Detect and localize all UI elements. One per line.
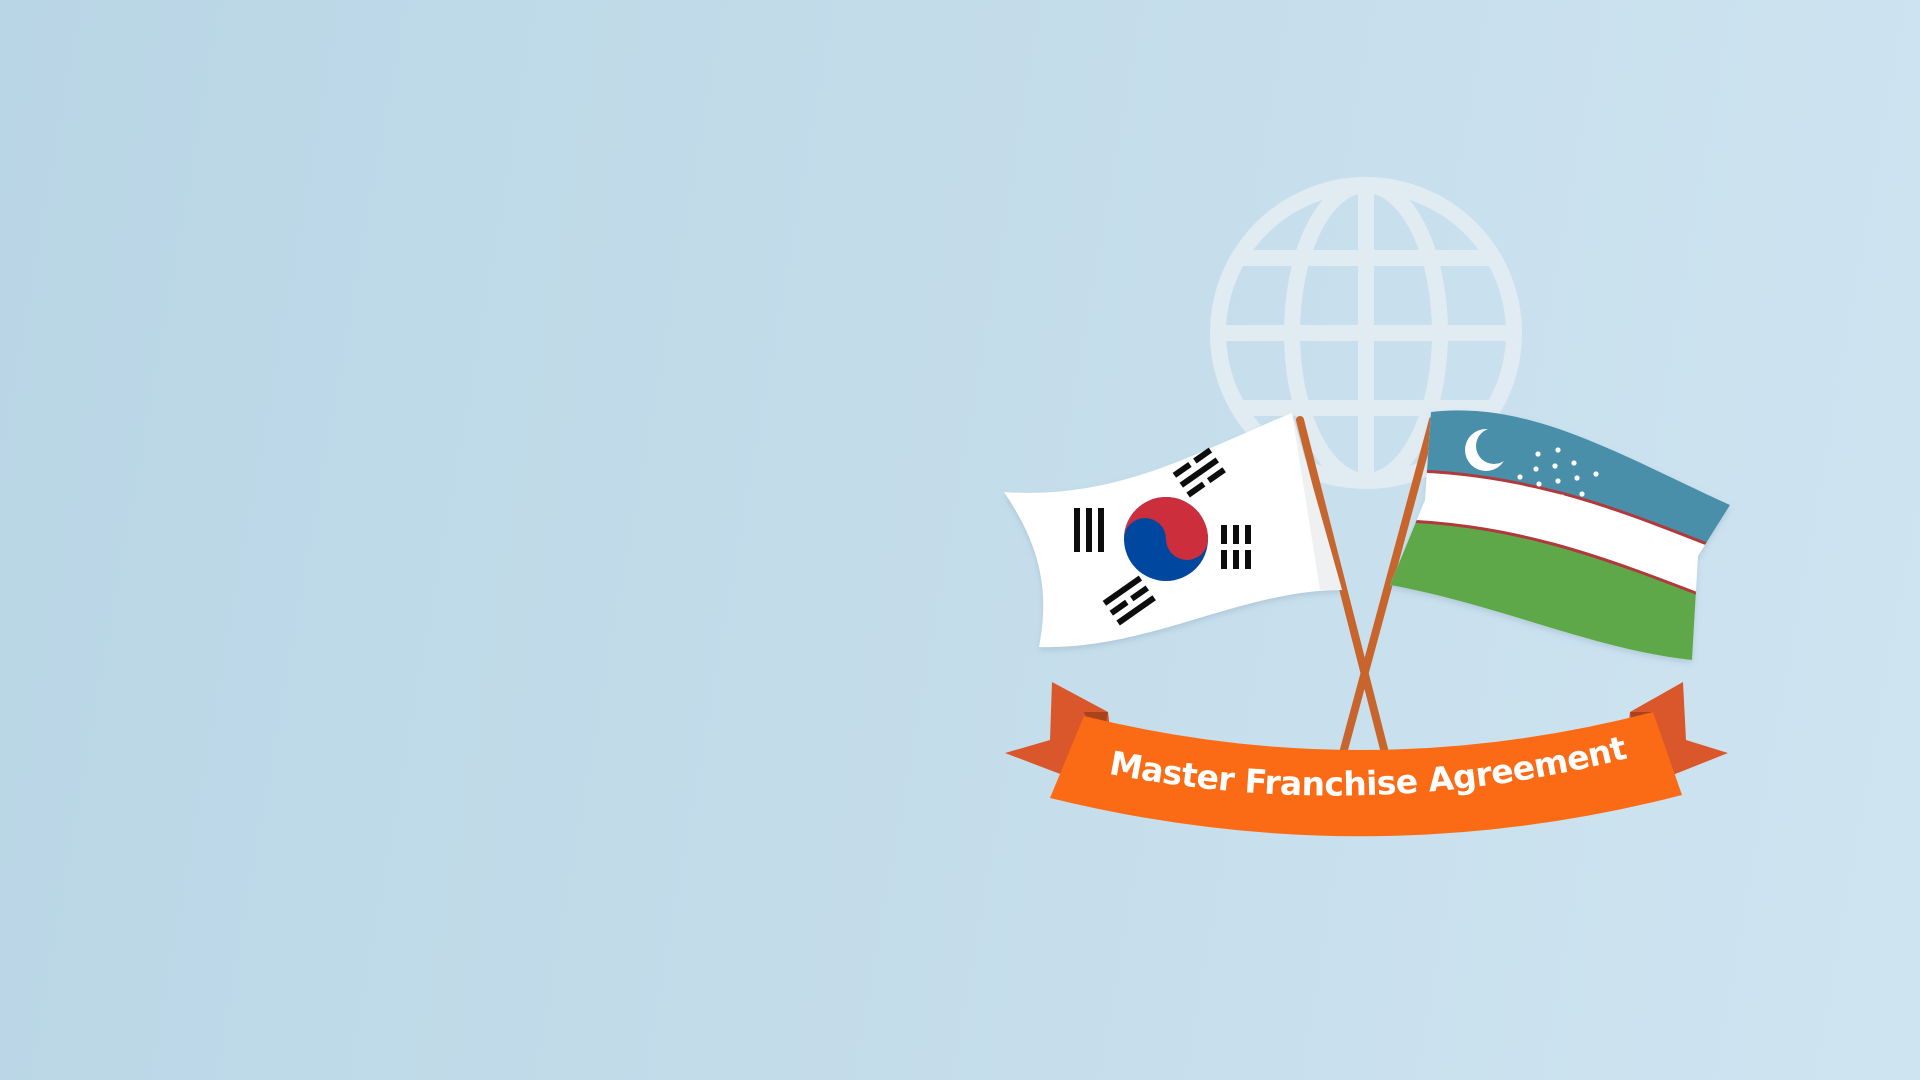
globe-icon [1210, 177, 1522, 489]
trigram-gon [1221, 525, 1251, 569]
flag-poles [1296, 416, 1437, 761]
crescent-icon [1465, 428, 1512, 471]
banner-ribbon: Master Franchise Agreement [1005, 682, 1728, 837]
uzbekistan-flag [1390, 410, 1730, 660]
stars-icon [1517, 447, 1599, 500]
south-korea-flag [1004, 413, 1342, 648]
right-flag-pole [1338, 416, 1437, 761]
left-flag-pole [1296, 416, 1390, 761]
trigram-gam [1172, 447, 1226, 498]
trigram-ri [1102, 575, 1156, 626]
banner-front [1050, 712, 1682, 837]
trigram-geon [1074, 508, 1104, 552]
taegeuk-emblem [1124, 497, 1208, 581]
